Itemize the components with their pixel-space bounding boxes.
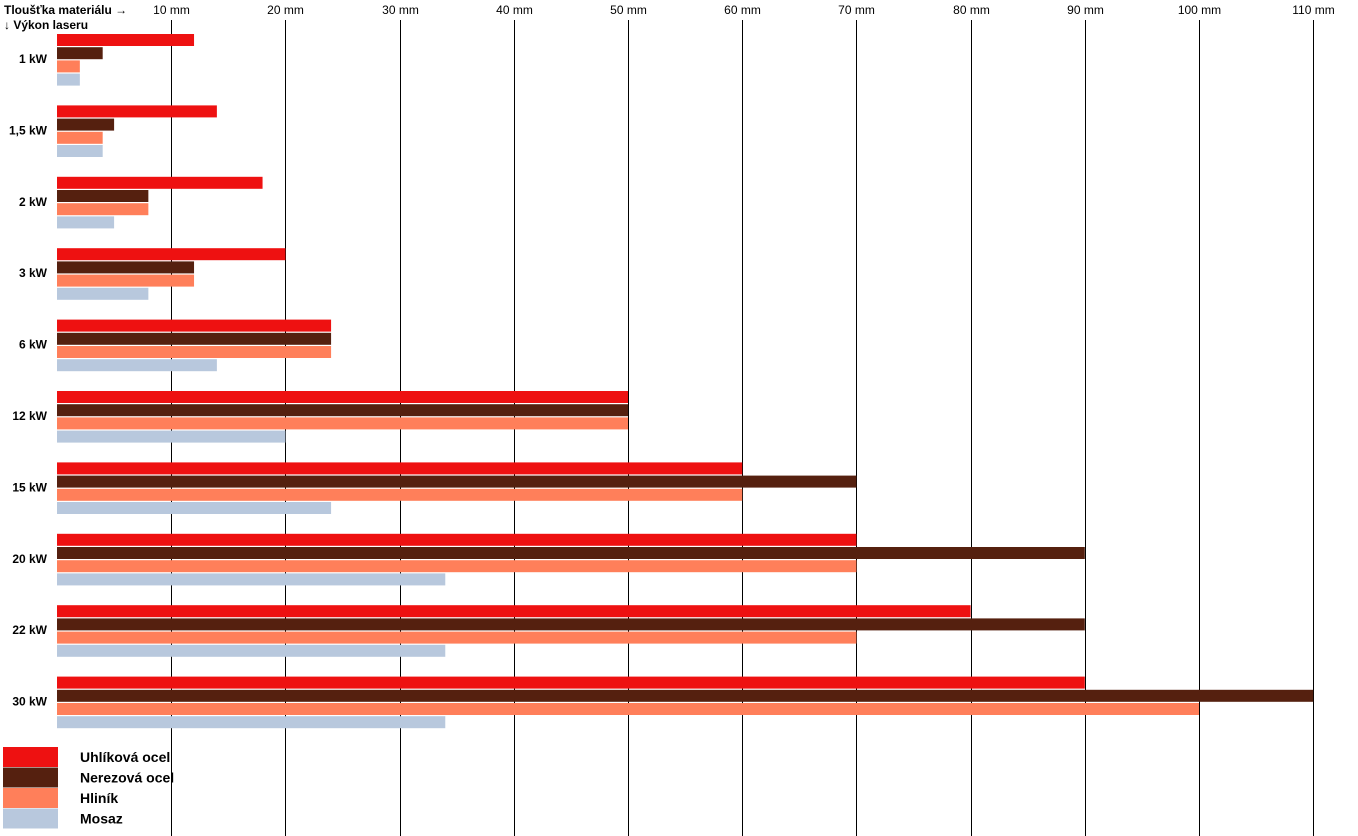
bar — [57, 475, 857, 488]
category-label: 1 kW — [19, 52, 48, 66]
bar — [57, 618, 1085, 631]
bar — [57, 644, 446, 657]
x-tick-label: 60 mm — [724, 3, 761, 17]
bar — [57, 60, 80, 73]
category-label: 6 kW — [19, 338, 48, 352]
bar — [57, 287, 149, 300]
category-label: 22 kW — [12, 623, 47, 637]
bar — [57, 430, 286, 443]
x-tick-labels: 10 mm 20 mm 30 mm 40 mm 50 mm 60 mm 70 mm 80 mm… — [153, 3, 1335, 17]
bar — [57, 417, 628, 430]
bar — [57, 176, 263, 189]
bar — [57, 359, 217, 372]
bar — [57, 605, 971, 618]
category-labels: 1 kW 1,5 kW 2 kW 3 kW 6 kW 12 kW 15 kW 20 kW 22 … — [9, 52, 48, 709]
bar — [57, 105, 217, 118]
bar — [57, 248, 286, 261]
bar — [57, 34, 195, 46]
bar — [57, 131, 103, 144]
bar — [57, 73, 80, 86]
bar — [57, 319, 332, 332]
x-tick-label: 30 mm — [382, 3, 419, 17]
x-tick-label: 70 mm — [838, 3, 875, 17]
category-label: 12 kW — [12, 409, 47, 423]
bar — [57, 404, 628, 417]
bar — [57, 391, 628, 403]
x-tick-label: 80 mm — [953, 3, 990, 17]
bar — [57, 47, 103, 60]
bars — [57, 34, 1314, 729]
bar — [57, 203, 149, 216]
legend-label: Nerezová ocel — [80, 770, 174, 786]
legend-label: Uhlíková ocel — [80, 749, 170, 765]
bar — [57, 533, 857, 546]
category-label: 3 kW — [19, 266, 48, 280]
bar — [57, 118, 115, 131]
x-tick-label: 10 mm — [153, 3, 190, 17]
bar — [57, 346, 332, 358]
bar — [57, 676, 1085, 689]
bar — [57, 689, 1314, 702]
legend-label: Mosaz — [80, 811, 123, 827]
bar — [57, 462, 743, 475]
legend: Uhlíková ocel Nerezová ocel Hliník Mosaz — [3, 747, 174, 829]
bar — [57, 560, 857, 573]
bar — [57, 631, 857, 644]
legend-swatch — [3, 788, 58, 808]
bar — [57, 216, 115, 229]
bar — [57, 573, 446, 586]
bar — [57, 547, 1085, 559]
x-tick-label: 90 mm — [1067, 3, 1104, 17]
bar — [57, 261, 195, 274]
category-label: 15 kW — [12, 480, 47, 494]
category-label: 30 kW — [12, 695, 47, 709]
legend-label: Hliník — [80, 790, 118, 806]
bar — [57, 332, 332, 345]
category-label: 1,5 kW — [9, 123, 48, 137]
bar — [57, 716, 446, 729]
legend-swatch — [3, 808, 58, 829]
y-axis-label: ↓ Výkon laseru — [4, 18, 88, 32]
x-tick-label: 100 mm — [1178, 3, 1221, 17]
x-tick-label: 50 mm — [610, 3, 647, 17]
bar — [57, 703, 1199, 715]
x-tick-label: 40 mm — [496, 3, 533, 17]
bar — [57, 488, 743, 501]
bar — [57, 190, 149, 202]
legend-swatch — [3, 747, 58, 767]
x-tick-label: 20 mm — [267, 3, 304, 17]
bar — [57, 502, 332, 514]
bar — [57, 145, 103, 157]
category-label: 2 kW — [19, 195, 48, 209]
category-label: 20 kW — [12, 552, 47, 566]
legend-swatch — [3, 767, 58, 788]
x-axis-label: Tloušťka materiálu → — [4, 3, 127, 17]
x-tick-label: 110 mm — [1292, 3, 1334, 17]
bar — [57, 274, 195, 287]
